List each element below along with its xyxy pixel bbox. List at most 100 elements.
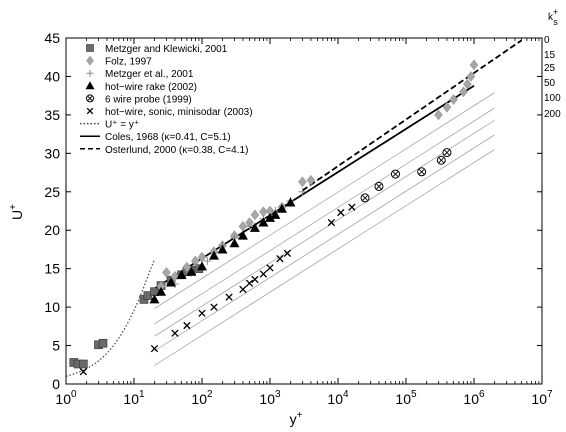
x-axis-label: y+ [290, 410, 303, 427]
data-point [191, 255, 200, 267]
roughness-value: 15 [544, 50, 556, 61]
data-point [266, 264, 274, 272]
data-point [374, 181, 384, 191]
viscous-sublayer-line [66, 258, 156, 377]
legend-entry: Metzger and Klewicki, 2001 [86, 44, 228, 55]
legend-label: U⁺ = y⁺ [105, 120, 139, 131]
data-point [245, 279, 254, 287]
data-point [390, 169, 400, 179]
data-point [417, 167, 427, 177]
legend-label: Coles, 1968 (κ=0.41, C=5.1) [105, 132, 231, 143]
data-point [229, 238, 240, 248]
data-point [337, 208, 345, 217]
y-tick-label: 20 [44, 222, 60, 238]
plot-markers [69, 59, 479, 376]
roughness-line [154, 92, 495, 309]
data-point [165, 277, 176, 287]
plot-frame [65, 37, 543, 385]
data-point [276, 255, 284, 263]
x-tick-label: 104 [327, 389, 349, 407]
data-point [208, 250, 219, 260]
data-point [176, 269, 187, 279]
data-point [249, 222, 260, 232]
legend-entry: hot−wire, sonic, minisodar (2003) [86, 107, 253, 118]
roughness-labels: k+ s 0 15 25 50 100 200 [544, 7, 561, 120]
legend-entry: U⁺ = y⁺ [80, 120, 139, 131]
legend-label: Metzger et al., 2001 [105, 69, 194, 80]
data-point [360, 193, 370, 203]
data-point [442, 148, 452, 158]
legend-label: hot−wire, sonic, minisodar (2003) [105, 107, 253, 118]
legend-entry: hot−wire rake (2002) [85, 81, 197, 93]
data-point [79, 359, 88, 369]
y-axis-label: U+ [8, 204, 25, 220]
y-tick-label: 45 [44, 30, 60, 46]
roughness-value: 100 [544, 93, 561, 104]
data-point [182, 261, 192, 273]
x-tick-label: 107 [531, 389, 553, 407]
y-tick-label: 30 [44, 145, 60, 161]
legend-label: 6 wire probe (1999) [105, 94, 192, 105]
data-point [463, 78, 472, 90]
y-tick-label: 5 [52, 338, 60, 354]
data-point [217, 244, 228, 254]
legend: Metzger and Klewicki, 2001 Folz, 1997Metz… [80, 44, 253, 156]
data-point [469, 59, 479, 71]
data-point [225, 293, 233, 301]
data-point [198, 309, 206, 317]
x-tick-label: 103 [259, 389, 281, 407]
y-tick-label: 15 [44, 261, 60, 277]
data-point [258, 217, 269, 227]
data-point [203, 256, 212, 265]
data-point [449, 94, 458, 105]
legend-label: Metzger and Klewicki, 2001 [105, 44, 228, 55]
x-tick-label: 100 [55, 389, 77, 407]
legend-entry: Metzger et al., 2001 [86, 69, 194, 80]
x-tick-label: 105 [395, 389, 417, 407]
y-tick-label: 10 [44, 299, 60, 315]
data-point [270, 209, 281, 219]
roughness-value: 200 [544, 109, 561, 120]
data-point [149, 294, 160, 304]
data-point [327, 218, 336, 227]
roughness-line [154, 120, 495, 337]
legend-entry: Folz, 1997 [86, 55, 152, 68]
data-point [259, 270, 268, 278]
data-point [466, 71, 476, 82]
data-point [251, 275, 259, 284]
data-point [79, 368, 88, 376]
data-point [298, 176, 307, 188]
data-point [306, 174, 316, 186]
osterlund-log-law-line [301, 39, 523, 192]
legend-entry: Coles, 1968 (κ=0.41, C=5.1) [80, 132, 231, 143]
data-point [162, 267, 171, 278]
data-point [98, 338, 108, 348]
data-point [442, 101, 452, 113]
roughness-value: 25 [544, 63, 556, 74]
data-point [210, 303, 218, 311]
data-point [283, 249, 292, 257]
legend-entry: 6 wire probe (1999) [86, 94, 192, 105]
data-point [298, 187, 307, 196]
roughness-line [154, 134, 495, 352]
data-point [156, 286, 167, 296]
data-point [276, 203, 287, 213]
data-point [348, 203, 356, 211]
y-tick-label: 40 [44, 68, 60, 84]
axis-ticks: 0 5 10 15 20 25 30 35 40 45 100 101 102 103 104 105 106 1… [44, 30, 553, 407]
coles-log-law-line [153, 84, 475, 290]
legend-label: hot−wire rake (2002) [105, 82, 197, 93]
roughness-line [154, 149, 495, 366]
data-point [183, 321, 191, 330]
data-point [186, 266, 197, 276]
y-tick-label: 0 [52, 376, 60, 392]
roughness-value: 50 [544, 78, 556, 89]
roughness-title: k+ s [548, 7, 558, 27]
legend-label: Folz, 1997 [105, 57, 152, 68]
roughness-line [154, 107, 495, 325]
data-point [237, 230, 248, 240]
data-point [150, 344, 159, 353]
data-point [250, 209, 260, 221]
legend-entry: Osterlund, 2000 (κ=0.38, C=4.1) [80, 145, 248, 156]
